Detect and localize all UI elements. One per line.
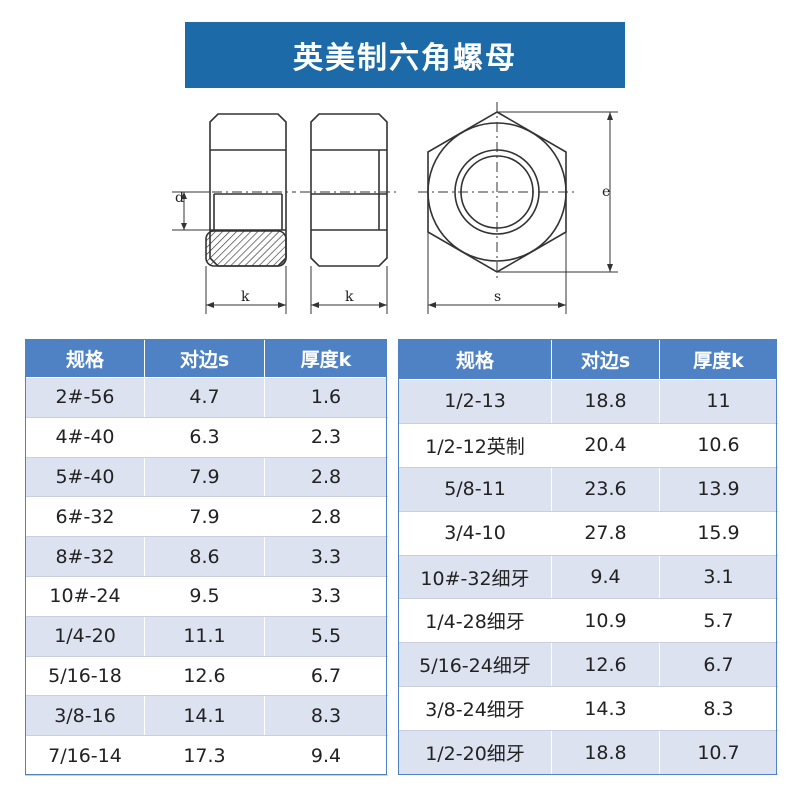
cell-width-s: 18.8 — [551, 730, 660, 776]
page-title: 英美制六角螺母 — [185, 22, 625, 88]
cell-thickness-k: 3.1 — [659, 554, 778, 600]
table-row: 3/4-10 27.8 15.9 — [398, 510, 778, 556]
cell-spec: 1/4-20 — [25, 615, 145, 657]
nut-section-view — [205, 113, 287, 267]
cell-spec: 3/8-16 — [25, 695, 145, 737]
table-row: 10#-32细牙 9.4 3.1 — [398, 554, 778, 600]
col-header-width-s: 对边s — [144, 339, 265, 378]
cell-spec: 8#-32 — [25, 536, 145, 577]
cell-spec: 3/8-24细牙 — [398, 686, 552, 732]
cell-width-s: 12.6 — [551, 642, 660, 688]
dim-label-k2: k — [345, 289, 354, 305]
cell-spec: 1/4-28细牙 — [398, 598, 552, 644]
cell-spec: 5/16-18 — [25, 655, 145, 697]
cell-thickness-k: 13.9 — [659, 466, 778, 512]
hex-nut-technical-drawing: d k k s e — [172, 102, 618, 314]
cell-spec: 6#-32 — [25, 496, 145, 538]
table-row: 2#-56 4.7 1.6 — [25, 377, 388, 418]
dim-label-s: s — [494, 289, 501, 305]
cell-spec: 7/16-14 — [25, 735, 145, 776]
table-row: 5/8-11 23.6 13.9 — [398, 466, 778, 512]
cell-thickness-k: 2.8 — [264, 496, 388, 538]
cell-thickness-k: 10.7 — [659, 730, 778, 776]
cell-spec: 1/2-20细牙 — [398, 730, 552, 776]
table-row: 1/2-12英制 20.4 10.6 — [398, 422, 778, 468]
cell-width-s: 6.3 — [144, 416, 265, 458]
spec-table-right: 规格 对边s 厚度k 1/2-13 18.8 11 1/2-12英制 20.4 10.6 5… — [398, 339, 778, 776]
col-header-thickness-k: 厚度k — [264, 339, 388, 378]
cell-thickness-k: 6.7 — [659, 642, 778, 688]
cell-thickness-k: 8.3 — [264, 695, 388, 737]
cell-spec: 2#-56 — [25, 377, 145, 418]
col-header-thickness-k: 厚度k — [659, 339, 778, 380]
cell-width-s: 20.4 — [551, 422, 660, 468]
dim-label-e: e — [602, 184, 610, 200]
cell-width-s: 18.8 — [551, 379, 660, 424]
cell-width-s: 14.1 — [144, 695, 265, 737]
cell-thickness-k: 3.3 — [264, 536, 388, 577]
col-header-spec: 规格 — [398, 339, 552, 380]
table-row: 4#-40 6.3 2.3 — [25, 416, 388, 458]
cell-width-s: 27.8 — [551, 510, 660, 556]
cell-width-s: 17.3 — [144, 735, 265, 776]
cell-thickness-k: 1.6 — [264, 377, 388, 418]
table-row: 7/16-14 17.3 9.4 — [25, 735, 388, 776]
cell-width-s: 10.9 — [551, 598, 660, 644]
nut-side-view — [310, 113, 388, 267]
cell-thickness-k: 11 — [659, 379, 778, 424]
cell-width-s: 14.3 — [551, 686, 660, 732]
table-row: 5#-40 7.9 2.8 — [25, 456, 388, 498]
col-header-spec: 规格 — [25, 339, 145, 378]
spec-table-left: 规格 对边s 厚度k 2#-56 4.7 1.6 4#-40 6.3 2.3 5#-40 7.… — [25, 339, 388, 776]
dim-label-d: d — [175, 190, 184, 206]
cell-thickness-k: 9.4 — [264, 735, 388, 776]
cell-thickness-k: 2.3 — [264, 416, 388, 458]
cell-spec: 1/2-13 — [398, 379, 552, 424]
table-row: 5/16-18 12.6 6.7 — [25, 655, 388, 697]
cell-spec: 3/4-10 — [398, 510, 552, 556]
cell-thickness-k: 5.7 — [659, 598, 778, 644]
cell-spec: 5/8-11 — [398, 466, 552, 512]
cell-thickness-k: 15.9 — [659, 510, 778, 556]
table-row: 1/4-20 11.1 5.5 — [25, 615, 388, 657]
cell-width-s: 4.7 — [144, 377, 265, 418]
table-header-row: 规格 对边s 厚度k — [398, 339, 778, 380]
cell-width-s: 9.4 — [551, 554, 660, 600]
table-header-row: 规格 对边s 厚度k — [25, 339, 388, 378]
col-header-width-s: 对边s — [551, 339, 660, 380]
table-row: 3/8-16 14.1 8.3 — [25, 695, 388, 737]
cell-width-s: 23.6 — [551, 466, 660, 512]
cell-thickness-k: 8.3 — [659, 686, 778, 732]
cell-thickness-k: 3.3 — [264, 575, 388, 617]
table-row: 1/2-13 18.8 11 — [398, 379, 778, 424]
table-row: 8#-32 8.6 3.3 — [25, 536, 388, 577]
table-row: 1/4-28细牙 10.9 5.7 — [398, 598, 778, 644]
cell-thickness-k: 2.8 — [264, 456, 388, 498]
table-row: 6#-32 7.9 2.8 — [25, 496, 388, 538]
cell-width-s: 7.9 — [144, 496, 265, 538]
cell-spec: 4#-40 — [25, 416, 145, 458]
cell-thickness-k: 6.7 — [264, 655, 388, 697]
table-row: 1/2-20细牙 18.8 10.7 — [398, 730, 778, 776]
table-row: 10#-24 9.5 3.3 — [25, 575, 388, 617]
cell-spec: 1/2-12英制 — [398, 422, 552, 468]
cell-width-s: 11.1 — [144, 615, 265, 657]
spec-table-right-body: 1/2-13 18.8 11 1/2-12英制 20.4 10.6 5/8-11 23.6 13… — [398, 379, 778, 776]
table-row: 5/16-24细牙 12.6 6.7 — [398, 642, 778, 688]
table-row: 3/8-24细牙 14.3 8.3 — [398, 686, 778, 732]
cell-spec: 10#-32细牙 — [398, 554, 552, 600]
cell-spec: 10#-24 — [25, 575, 145, 617]
spec-table-left-body: 2#-56 4.7 1.6 4#-40 6.3 2.3 5#-40 7.9 2.8 6#-32 7.… — [25, 377, 388, 776]
cell-width-s: 9.5 — [144, 575, 265, 617]
cell-width-s: 8.6 — [144, 536, 265, 577]
cell-spec: 5/16-24细牙 — [398, 642, 552, 688]
cell-thickness-k: 5.5 — [264, 615, 388, 657]
cell-width-s: 7.9 — [144, 456, 265, 498]
cell-width-s: 12.6 — [144, 655, 265, 697]
dim-label-k1: k — [241, 289, 250, 305]
cell-thickness-k: 10.6 — [659, 422, 778, 468]
cell-spec: 5#-40 — [25, 456, 145, 498]
